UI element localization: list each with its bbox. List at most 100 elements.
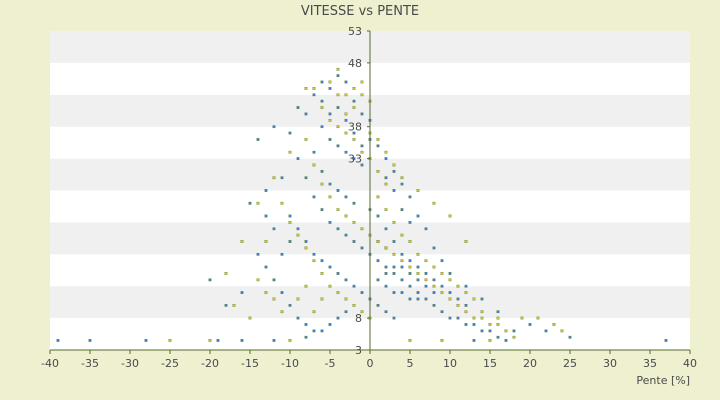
data-point	[392, 272, 396, 275]
data-point	[432, 284, 436, 288]
data-point	[448, 291, 452, 294]
data-point	[320, 125, 324, 129]
data-point	[432, 291, 436, 294]
data-point	[272, 278, 276, 282]
data-point	[296, 106, 300, 109]
data-point	[304, 112, 308, 116]
data-point	[512, 335, 516, 339]
data-point	[264, 291, 268, 294]
data-point	[552, 323, 556, 326]
data-point	[304, 246, 308, 250]
data-point	[384, 284, 388, 288]
data-point	[472, 339, 476, 342]
data-point	[288, 214, 292, 218]
data-point	[488, 329, 492, 333]
data-point	[376, 303, 380, 307]
data-point	[336, 67, 340, 71]
data-point	[336, 291, 340, 294]
data-point	[328, 323, 332, 326]
data-point	[352, 138, 356, 141]
data-point	[304, 323, 308, 326]
data-point	[344, 131, 348, 135]
data-point	[432, 201, 436, 205]
data-point	[336, 74, 340, 78]
data-point	[520, 316, 524, 320]
data-point	[496, 335, 500, 339]
data-point	[464, 310, 468, 314]
data-point	[296, 297, 300, 301]
data-point	[464, 303, 468, 307]
data-point	[392, 170, 396, 173]
data-point	[408, 339, 412, 342]
x-tick-label: -25	[161, 357, 179, 370]
data-point	[392, 291, 396, 294]
data-point	[328, 195, 332, 199]
data-point	[432, 303, 436, 307]
data-point	[336, 93, 340, 97]
data-point	[384, 176, 388, 180]
data-point	[336, 125, 340, 129]
x-tick-label: -40	[41, 357, 59, 370]
data-point	[168, 339, 172, 342]
data-point	[328, 138, 332, 141]
data-point	[384, 182, 388, 186]
data-point	[144, 339, 148, 342]
data-point	[440, 284, 444, 288]
data-point	[208, 278, 212, 282]
data-point	[400, 278, 404, 282]
data-point	[432, 278, 436, 282]
data-point	[296, 227, 300, 231]
data-point	[232, 303, 236, 307]
data-point	[320, 106, 324, 109]
data-point	[456, 284, 460, 288]
data-point	[336, 227, 340, 231]
data-point	[400, 233, 404, 237]
data-point	[360, 291, 364, 294]
data-point	[376, 278, 380, 282]
x-tick-label: -30	[121, 357, 139, 370]
data-point	[320, 259, 324, 263]
data-point	[312, 195, 316, 199]
data-point	[376, 240, 380, 243]
x-tick-label: 30	[603, 357, 617, 370]
data-point	[208, 339, 212, 342]
data-point	[400, 291, 404, 294]
data-point	[256, 201, 260, 205]
data-point	[256, 138, 260, 141]
data-point	[664, 339, 668, 342]
data-point	[352, 87, 356, 90]
data-point	[416, 214, 420, 218]
data-point	[328, 80, 332, 84]
y-tick-label: 3	[355, 344, 362, 357]
data-point	[432, 265, 436, 269]
data-point	[392, 221, 396, 224]
x-tick-label: 5	[407, 357, 414, 370]
x-tick-label: 10	[443, 357, 457, 370]
data-point	[504, 329, 508, 333]
data-point	[384, 272, 388, 275]
data-point	[408, 259, 412, 263]
data-point	[392, 240, 396, 243]
data-point	[400, 208, 404, 211]
data-point	[424, 278, 428, 282]
data-point	[344, 195, 348, 199]
data-point	[424, 272, 428, 275]
x-tick-label: 15	[483, 357, 497, 370]
data-point	[320, 182, 324, 186]
data-point	[288, 240, 292, 243]
x-tick-label: -35	[81, 357, 99, 370]
chart-title: VITESSE vs PENTE	[301, 4, 419, 19]
data-point	[312, 93, 316, 97]
data-point	[392, 163, 396, 167]
data-point	[488, 339, 492, 342]
data-point	[344, 297, 348, 301]
data-point	[328, 112, 332, 116]
data-point	[304, 335, 308, 339]
data-point	[360, 310, 364, 314]
data-point	[480, 329, 484, 333]
data-point	[312, 252, 316, 256]
data-point	[464, 240, 468, 243]
data-point	[344, 80, 348, 84]
data-point	[568, 335, 572, 339]
data-point	[472, 316, 476, 320]
